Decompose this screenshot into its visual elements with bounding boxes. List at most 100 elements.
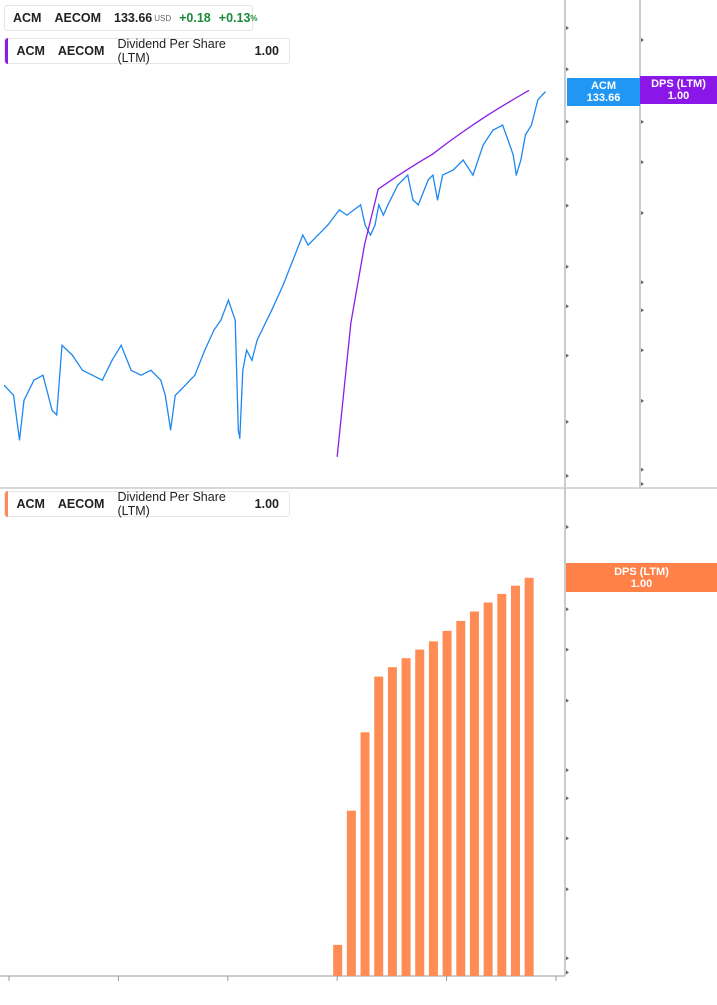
price-point [101,379,103,381]
legend-metric: Dividend Per Share (LTM) [117,37,226,65]
price-point [359,204,362,206]
price-point [432,174,434,176]
price-legend[interactable]: ACM AECOM 133.66 USD +0.18 +0.13% [4,5,258,31]
dps-point [404,170,407,172]
price-point [374,224,376,226]
price-point [317,234,319,236]
dps-tick-mark [641,280,644,285]
price-point [111,359,113,361]
dps-badge-top: DPS (LTM) 1.00 [640,76,717,104]
price-point [150,369,152,371]
dps-point [377,188,379,190]
legend-ticker: ACM [16,497,45,511]
dps-point [487,114,489,116]
legend-ticker: ACM [16,44,45,58]
price-point [537,99,539,101]
bottom-tick-mark [566,525,569,529]
dps-bar [442,630,452,976]
price-line [3,91,546,441]
dps-point [528,89,530,92]
dps-bar [524,577,534,976]
price-badge: ACM 133.66 [567,78,640,106]
dps-bar [374,676,384,976]
price-tick-mark [566,203,569,208]
price-point [515,174,517,176]
price-point [436,199,439,201]
price-point [164,394,166,397]
price-point [427,179,429,181]
price-point [512,154,514,156]
badge-label: DPS (LTM) [651,78,706,90]
price-point [42,374,44,376]
price-point [387,204,389,206]
price-point [174,394,176,397]
price-point [338,209,340,211]
dps-legend-bottom[interactable]: ACM AECOM Dividend Per Share (LTM) 1.00 [4,490,290,518]
dps-tick-mark [641,119,644,124]
price-point [81,369,84,371]
bottom-tick-mark [566,836,569,841]
price-tick-mark [566,264,569,269]
price-point [482,144,484,146]
price-point [369,234,372,236]
dps-bar [346,810,356,976]
price-tick-mark [566,119,569,124]
legend-price: 133.66 [114,11,153,25]
legend-company: AECOM [57,44,105,58]
price-point [242,369,244,371]
dps-point [459,133,461,135]
bottom-tick-mark [566,647,569,652]
price-point [417,204,419,206]
bottom-tick-mark [566,887,569,892]
dps-tick-mark [641,38,644,42]
price-point [33,379,35,381]
badge-label: DPS (LTM) [614,565,669,578]
legend-change: +0.18 [179,11,211,25]
price-point [292,259,294,261]
price-point [237,429,239,431]
price-tick-mark [566,157,569,162]
badge-label: ACM [590,80,617,92]
dps-point [418,161,420,163]
price-point [346,214,348,216]
bottom-tick-mark [566,970,569,975]
price-point [234,319,236,321]
dps-bar [360,732,370,976]
price-point [170,429,172,431]
dps-legend-color [5,491,9,517]
dps-point [446,142,448,145]
badge-value: 1.00 [667,90,690,102]
dps-legend-top[interactable]: ACM AECOM Dividend Per Share (LTM) 1.00 [4,37,290,65]
dps-point [363,243,366,246]
dps-line [336,90,529,457]
legend-company: AECOM [57,497,105,511]
dps-bar [497,593,507,976]
price-point [213,329,215,331]
price-point [530,124,533,126]
price-point [507,139,509,141]
price-tick-mark [566,419,569,424]
price-point [452,169,454,171]
dps-point [473,123,475,125]
price-point [160,379,162,381]
dps-point [514,97,516,100]
legend-value: 1.00 [254,44,279,58]
price-tick-mark [566,26,569,30]
price-point [364,224,366,226]
price-point [307,244,309,246]
price-tick-mark [566,353,569,358]
badge-value: 133.66 [586,92,621,104]
price-tick-mark [566,67,569,72]
price-point [442,174,444,176]
price-tick-mark [566,304,569,309]
dps-tick-mark [641,308,644,313]
dps-bar [428,641,438,976]
price-point [246,349,248,351]
price-point [541,94,543,96]
price-point [524,134,527,136]
price-point [407,174,409,176]
price-point [520,159,522,161]
price-point [462,159,464,161]
